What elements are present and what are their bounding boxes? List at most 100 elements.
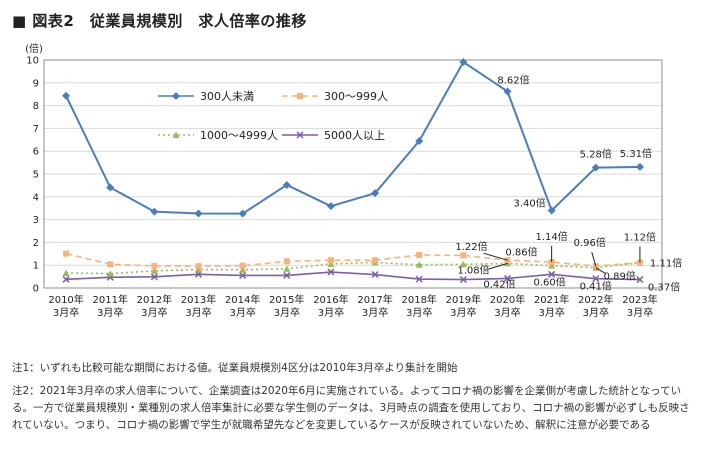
- x-tick-label: 2023年: [622, 293, 657, 306]
- legend-label: 5000人以上: [324, 129, 385, 142]
- data-point: [415, 136, 424, 145]
- data-point: [416, 251, 423, 258]
- annotation-leader: [487, 262, 508, 270]
- x-tick-label: 3月卒: [141, 306, 167, 319]
- data-point: [326, 202, 335, 211]
- y-tick-label: 2: [33, 238, 39, 249]
- data-label: 0.41倍: [580, 280, 612, 293]
- x-tick-label: 3月卒: [229, 306, 255, 319]
- data-point: [327, 257, 334, 264]
- y-tick-label: 5: [33, 170, 39, 181]
- note-2: 注2：2021年3月卒の求人倍率について、企業調査は2020年6月に実施されてい…: [12, 385, 690, 431]
- data-point: [460, 252, 467, 259]
- data-point: [283, 258, 290, 265]
- data-point: [62, 269, 70, 276]
- x-tick-label: 2012年: [137, 293, 172, 306]
- y-tick-label: 1: [33, 261, 39, 272]
- data-point: [548, 270, 556, 278]
- plot-border: [43, 59, 663, 289]
- legend-label: 300人未満: [200, 90, 254, 103]
- data-point: [63, 250, 70, 257]
- x-tick-label: 2016年: [313, 293, 348, 306]
- data-point: [195, 266, 202, 273]
- legend-marker: [296, 131, 304, 139]
- x-tick-label: 3月卒: [450, 306, 476, 319]
- data-point: [327, 260, 335, 267]
- data-point: [150, 273, 158, 281]
- data-point: [592, 275, 600, 283]
- x-tick-label: 2015年: [269, 293, 304, 306]
- x-tick-label: 3月卒: [494, 306, 520, 319]
- line-chart: 012345678910(倍)2010年3月卒2011年3月卒2012年3月卒2…: [25, 42, 682, 319]
- x-tick-label: 3月卒: [97, 306, 123, 319]
- data-point: [283, 265, 291, 272]
- data-label: 1.08倍: [457, 263, 489, 276]
- data-label: 0.86倍: [505, 245, 537, 258]
- legend-label: 300～999人: [324, 90, 388, 103]
- y-tick-label: 8: [33, 101, 39, 112]
- chart-frame: 0 1 2 3 4 5 6 7 8 9 10 (倍) 2010年 3月卒 2011年 3月卒 2012年 3月卒 2…: [0, 38, 702, 343]
- series-line: [66, 261, 641, 275]
- x-tick-label: 3月卒: [362, 306, 388, 319]
- x-tick-label: 2019年: [446, 293, 481, 306]
- data-point: [239, 262, 246, 269]
- y-tick-label: 9: [33, 78, 39, 89]
- data-point: [150, 207, 159, 216]
- annotation-leader: [483, 252, 508, 261]
- data-point: [238, 209, 247, 218]
- data-point: [547, 206, 556, 215]
- page-title: ■ 図表2 従業員規模別 求人倍率の推移: [12, 12, 307, 30]
- data-label: 1.14倍: [536, 230, 568, 243]
- series-line: [65, 252, 640, 267]
- data-point: [372, 257, 379, 264]
- data-point: [283, 271, 291, 279]
- x-tick-label: 2018年: [401, 293, 436, 306]
- data-point: [503, 87, 512, 96]
- data-point: [459, 276, 467, 284]
- data-label: 1.12倍: [624, 230, 656, 243]
- data-point: [62, 91, 71, 100]
- x-tick-label: 2014年: [225, 293, 260, 306]
- x-tick-label: 2010年: [48, 293, 83, 306]
- y-tick-label: 10: [26, 56, 39, 67]
- data-label: 0.37倍: [648, 281, 680, 294]
- data-point: [150, 267, 158, 274]
- x-tick-label: 2011年: [92, 293, 127, 306]
- data-point: [62, 275, 70, 283]
- data-label: 3.40倍: [514, 196, 546, 209]
- data-point: [239, 266, 247, 273]
- data-point: [548, 262, 556, 269]
- data-label: 1.22倍: [455, 240, 487, 253]
- x-tick-label: 2017年: [357, 293, 392, 306]
- x-tick-label: 3月卒: [53, 306, 79, 319]
- y-tick-label: 3: [33, 215, 39, 226]
- x-tick-label: 3月卒: [538, 306, 564, 319]
- data-point: [591, 163, 600, 172]
- y-tick-label: 0: [33, 284, 39, 295]
- data-point: [282, 180, 291, 189]
- y-axis-label: (倍): [25, 42, 43, 55]
- notes: 注1：いずれも比較可能な期間における値。従業員規模別4区分は2010年3月卒より…: [12, 360, 694, 440]
- x-tick-label: 2022年: [578, 293, 613, 306]
- data-point: [106, 270, 114, 277]
- data-label: 0.42倍: [483, 277, 515, 290]
- data-label: 0.96倍: [574, 236, 606, 249]
- x-tick-label: 3月卒: [185, 306, 211, 319]
- data-point: [459, 58, 468, 67]
- y-tick-label: 6: [33, 147, 39, 158]
- x-tick-label: 3月卒: [318, 306, 344, 319]
- note-1: 注1：いずれも比較可能な期間における値。従業員規模別4区分は2010年3月卒より…: [12, 362, 458, 374]
- x-tick-label: 2013年: [181, 293, 216, 306]
- data-point: [371, 271, 379, 279]
- data-point: [327, 268, 335, 276]
- annotation-leader: [591, 251, 597, 267]
- x-tick-label: 3月卒: [406, 306, 432, 319]
- data-point: [504, 257, 511, 264]
- data-label: 5.28倍: [580, 148, 612, 161]
- series-line: [65, 60, 640, 215]
- data-label: 8.62倍: [497, 73, 529, 86]
- data-point: [107, 261, 114, 268]
- legend-marker: [297, 93, 303, 99]
- data-point: [636, 276, 644, 284]
- data-point: [415, 261, 423, 268]
